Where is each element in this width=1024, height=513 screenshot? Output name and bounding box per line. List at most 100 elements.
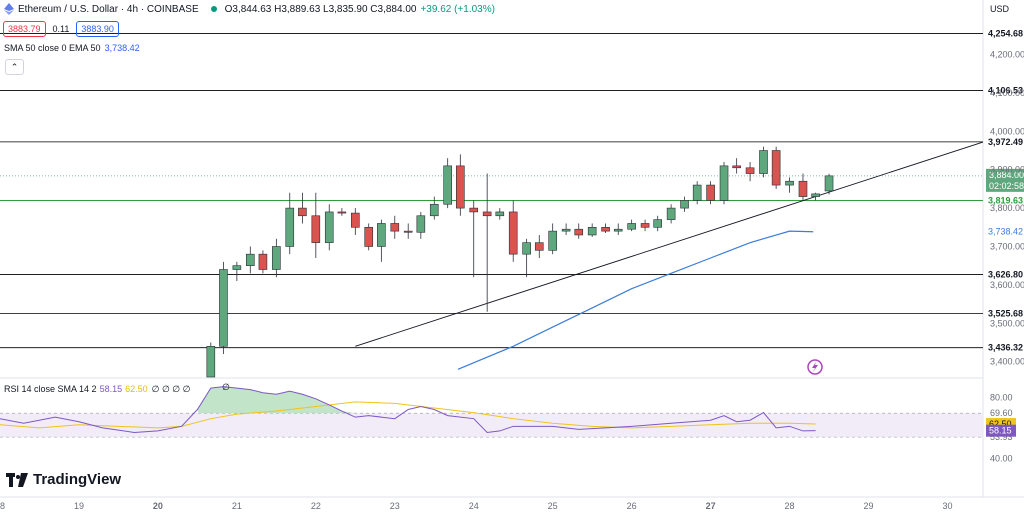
bullish-candle	[443, 158, 452, 209]
bearish-candle	[456, 154, 465, 216]
price-tick-label: 3,700.00	[990, 241, 1024, 251]
candle-body	[508, 211, 518, 255]
chart-decorations: ∅	[222, 359, 823, 392]
candle-body	[285, 207, 295, 247]
sell-price-button[interactable]: 3883.79	[3, 21, 46, 37]
candle-body	[548, 230, 557, 251]
time-tick-label: 20	[153, 501, 163, 511]
candle-body	[653, 219, 663, 228]
time-axis[interactable]: 18 19 20 21 22 23 24 25 26 27 28 29 30	[0, 501, 952, 511]
candle-body	[692, 184, 702, 201]
bullish-candle	[561, 223, 571, 235]
spread-value: 0.11	[52, 24, 70, 34]
horizontal-levels[interactable]: 4,254.68 4,106.53 3,972.49 3,819.63 3,626.80…	[0, 27, 1024, 354]
time-tick-label: 23	[390, 501, 400, 511]
level-label: 3,626.80	[988, 270, 1023, 280]
bullish-candle	[627, 219, 636, 232]
bullish-candle	[759, 146, 768, 178]
bearish-candle	[508, 200, 518, 262]
candle-body	[745, 167, 755, 174]
bearish-candle	[351, 208, 360, 235]
level-label: 3,819.63	[988, 196, 1023, 206]
bullish-candle	[219, 261, 228, 354]
level-label-bg	[986, 27, 1024, 40]
current-price-label: 3,884.00	[989, 170, 1024, 180]
bearish-candle	[798, 173, 808, 201]
level-label-bg	[986, 307, 1024, 320]
bearish-candle	[403, 223, 413, 239]
rsi-tick-label: 80.00	[990, 392, 1013, 402]
candle-body	[482, 211, 492, 217]
symbol-title[interactable]: Ethereum / U.S. Dollar · 4h · COINBASE	[18, 3, 199, 15]
market-status-dot-icon	[210, 6, 217, 12]
bearish-candle	[469, 200, 479, 278]
bearish-candle	[298, 192, 307, 224]
ethereum-icon	[4, 3, 14, 15]
rsi-tick-label: 69.60	[990, 408, 1013, 418]
candle-body	[206, 345, 216, 378]
rsi-line	[0, 386, 816, 433]
rsi-band	[0, 413, 983, 438]
level-label-bg	[986, 135, 1024, 148]
price-tick-label: 4,200.00	[990, 50, 1024, 60]
bullish-candle	[824, 173, 834, 195]
candle-body	[785, 180, 794, 186]
buy-price-button[interactable]: 3883.90	[76, 21, 119, 37]
level-label-bg	[986, 268, 1024, 281]
time-tick-label: 22	[311, 501, 321, 511]
bullish-candle	[811, 192, 820, 201]
bullish-candle	[719, 162, 729, 205]
candle-body	[574, 228, 584, 236]
bullish-candle	[653, 215, 663, 232]
time-tick-label: 28	[785, 501, 795, 511]
price-axis[interactable]: USD 3,400.00 3,500.00 3,600.00 3,700.00 3,800…	[990, 4, 1024, 367]
price-tick-label: 4,000.00	[990, 126, 1024, 136]
price-tick-label: 3,500.00	[990, 318, 1024, 328]
candle-body	[272, 246, 281, 270]
time-tick-label: 27	[706, 501, 716, 511]
level-label-bg	[986, 84, 1024, 97]
time-tick-label: 24	[469, 501, 479, 511]
collapse-legend-button[interactable]: ⌃	[5, 59, 24, 75]
bullish-candle	[522, 238, 531, 278]
candle-body	[245, 253, 255, 266]
rsi-placeholders: ∅ ∅ ∅ ∅	[151, 384, 191, 394]
chevron-up-icon: ⌃	[10, 61, 19, 72]
current-price-label-bg	[986, 168, 1024, 192]
bullish-candle	[285, 192, 295, 255]
candle-body	[771, 150, 781, 186]
bullish-candle	[495, 208, 505, 220]
candle-body	[824, 175, 834, 192]
candle-body	[798, 180, 808, 197]
sma-ema-legend[interactable]: SMA 50 close 0 EMA 50 3,738.42	[4, 43, 140, 53]
countdown-label: 02:02:58	[989, 181, 1024, 191]
candle-body	[601, 226, 610, 232]
bullish-candle	[272, 238, 281, 278]
bearish-candle	[258, 250, 268, 274]
sma-ema-value: 3,738.42	[104, 43, 140, 53]
candle-body	[258, 253, 268, 270]
bearish-candle	[311, 192, 321, 258]
currency-label: USD	[990, 4, 1010, 14]
level-label-bg	[986, 194, 1024, 207]
candle-body	[456, 165, 465, 209]
bearish-candle	[574, 223, 584, 239]
price-tick-label: 3,600.00	[990, 280, 1024, 290]
candle-body	[390, 223, 400, 232]
candle-body	[311, 215, 321, 243]
candle-body	[403, 230, 413, 233]
rsi-legend[interactable]: RSI 14 close SMA 14 2 58.15 62.50 ∅ ∅ ∅ ∅	[4, 384, 191, 395]
bearish-candle	[601, 223, 610, 234]
level-label: 3,525.68	[988, 308, 1023, 318]
rsi-tick-label: 40.00	[990, 453, 1013, 463]
candle-body	[495, 211, 505, 217]
bullish-candle	[245, 246, 255, 274]
tradingview-logo[interactable]: TradingView	[6, 471, 121, 488]
price-change: +39.62 (+1.03%)	[420, 3, 495, 15]
candle-body	[443, 165, 452, 205]
rsi-axis-label-bg	[986, 424, 1016, 437]
bullish-candle	[206, 342, 216, 378]
symbol-header: Ethereum / U.S. Dollar · 4h · COINBASE O…	[0, 0, 495, 18]
